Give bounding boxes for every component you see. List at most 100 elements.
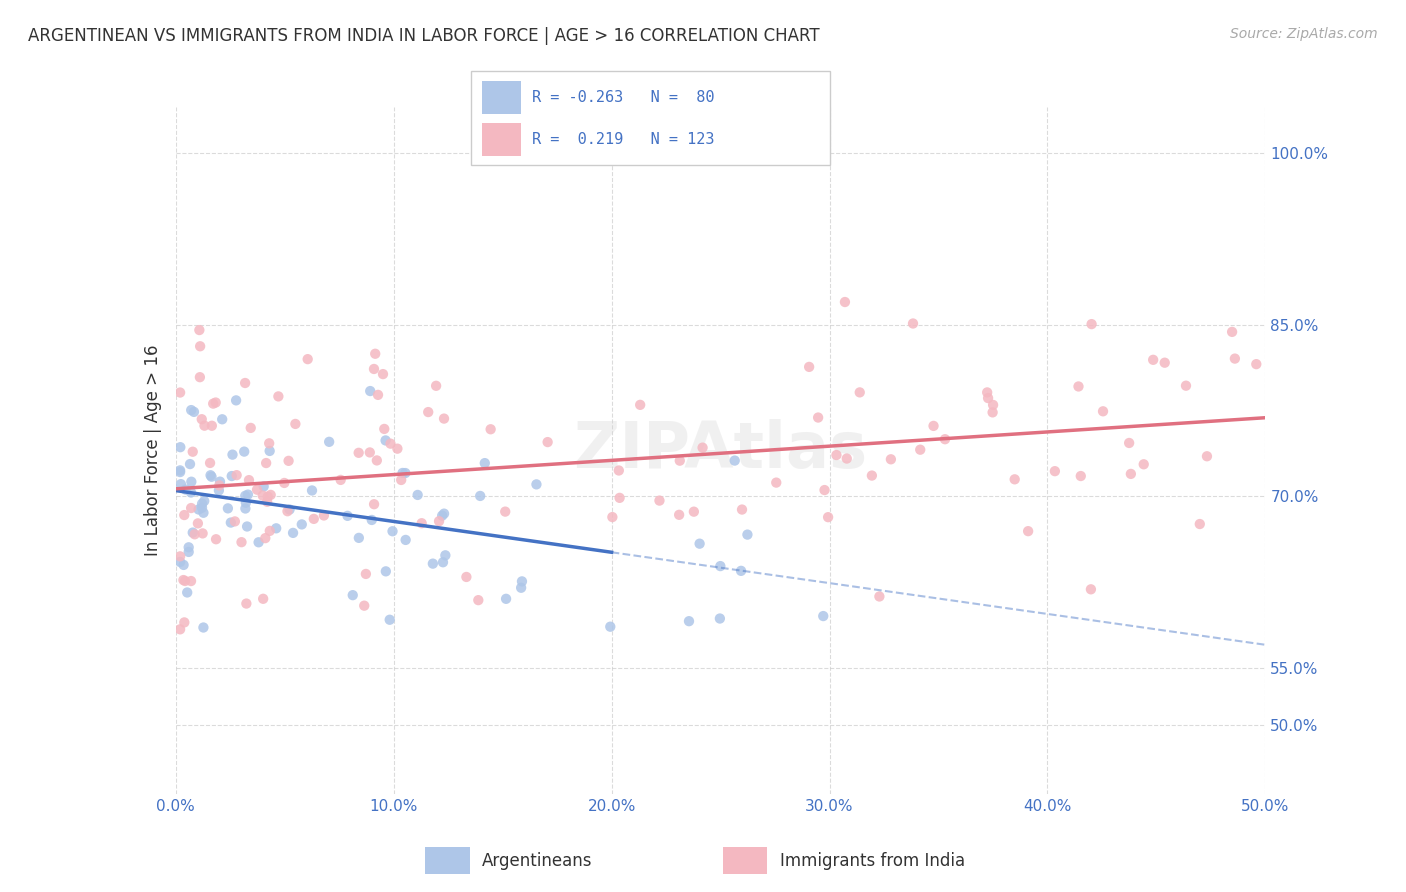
Point	[193, 506, 215, 520]
Point	[371, 367, 394, 381]
Point	[374, 565, 396, 579]
Point	[301, 483, 323, 498]
Point	[208, 483, 231, 498]
Point	[187, 502, 209, 516]
Point	[169, 463, 191, 477]
Point	[235, 501, 257, 516]
Point	[359, 384, 381, 398]
Point	[200, 468, 222, 483]
Point	[1195, 450, 1218, 464]
Point	[193, 418, 215, 433]
Point	[678, 614, 700, 628]
Point	[395, 533, 418, 547]
Point	[363, 362, 385, 376]
Point	[236, 519, 259, 533]
Point	[1070, 469, 1092, 483]
Point	[1153, 356, 1175, 370]
Point	[494, 505, 516, 519]
Point	[360, 513, 382, 527]
Point	[432, 555, 454, 569]
Point	[418, 405, 440, 419]
Point	[668, 453, 690, 467]
Point	[170, 477, 193, 491]
Point	[176, 585, 198, 599]
Point	[353, 599, 375, 613]
Point	[188, 323, 211, 337]
Point	[1080, 582, 1102, 597]
Point	[236, 487, 259, 501]
Point	[359, 445, 381, 459]
Point	[366, 453, 388, 467]
Point	[180, 475, 202, 489]
Point	[526, 477, 548, 491]
Point	[204, 395, 226, 409]
Point	[260, 488, 283, 502]
Point	[219, 516, 242, 530]
Point	[1118, 436, 1140, 450]
Point	[177, 545, 200, 559]
Point	[191, 526, 214, 541]
Point	[456, 570, 478, 584]
Point	[730, 564, 752, 578]
Point	[277, 454, 299, 468]
Point	[191, 500, 214, 515]
Point	[427, 514, 450, 528]
Point	[354, 566, 377, 581]
Point	[259, 444, 281, 458]
Point	[1092, 404, 1115, 418]
Point	[297, 352, 319, 367]
Point	[257, 436, 280, 450]
Text: Source: ZipAtlas.com: Source: ZipAtlas.com	[1230, 27, 1378, 41]
Point	[254, 456, 277, 470]
Point	[860, 468, 883, 483]
Point	[848, 385, 870, 400]
Point	[628, 398, 651, 412]
Text: Immigrants from India: Immigrants from India	[779, 852, 965, 870]
FancyBboxPatch shape	[723, 847, 768, 874]
Point	[169, 465, 191, 479]
Point	[934, 432, 956, 446]
Point	[668, 508, 690, 522]
Point	[347, 531, 370, 545]
Point	[231, 535, 253, 549]
Point	[834, 295, 856, 310]
Point	[683, 505, 706, 519]
Point	[169, 623, 191, 637]
Point	[689, 537, 711, 551]
Point	[173, 558, 195, 572]
Point	[200, 469, 222, 483]
Point	[318, 434, 340, 449]
Point	[510, 581, 533, 595]
Point	[1132, 458, 1154, 472]
Point	[225, 393, 247, 408]
Point	[188, 370, 211, 384]
Point	[737, 527, 759, 541]
Point	[422, 557, 444, 571]
Point	[807, 410, 830, 425]
Point	[1119, 467, 1142, 481]
Point	[1246, 357, 1268, 371]
Point	[259, 524, 281, 538]
Point	[252, 591, 274, 606]
Point	[221, 469, 243, 483]
Point	[193, 620, 215, 634]
Point	[433, 507, 456, 521]
Point	[380, 436, 402, 450]
Point	[291, 517, 314, 532]
Point	[434, 549, 457, 563]
Text: ARGENTINEAN VS IMMIGRANTS FROM INDIA IN LABOR FORCE | AGE > 16 CORRELATION CHART: ARGENTINEAN VS IMMIGRANTS FROM INDIA IN …	[28, 27, 820, 45]
Point	[190, 412, 212, 426]
Point	[169, 549, 191, 564]
Point	[267, 389, 290, 403]
Point	[233, 376, 256, 390]
Point	[187, 516, 209, 531]
Point	[381, 524, 404, 539]
Point	[825, 448, 848, 462]
Point	[172, 573, 194, 587]
Point	[256, 490, 278, 504]
Point	[813, 609, 835, 624]
Point	[709, 559, 731, 574]
Point	[347, 446, 370, 460]
Point	[474, 456, 496, 470]
Point	[981, 398, 1004, 412]
